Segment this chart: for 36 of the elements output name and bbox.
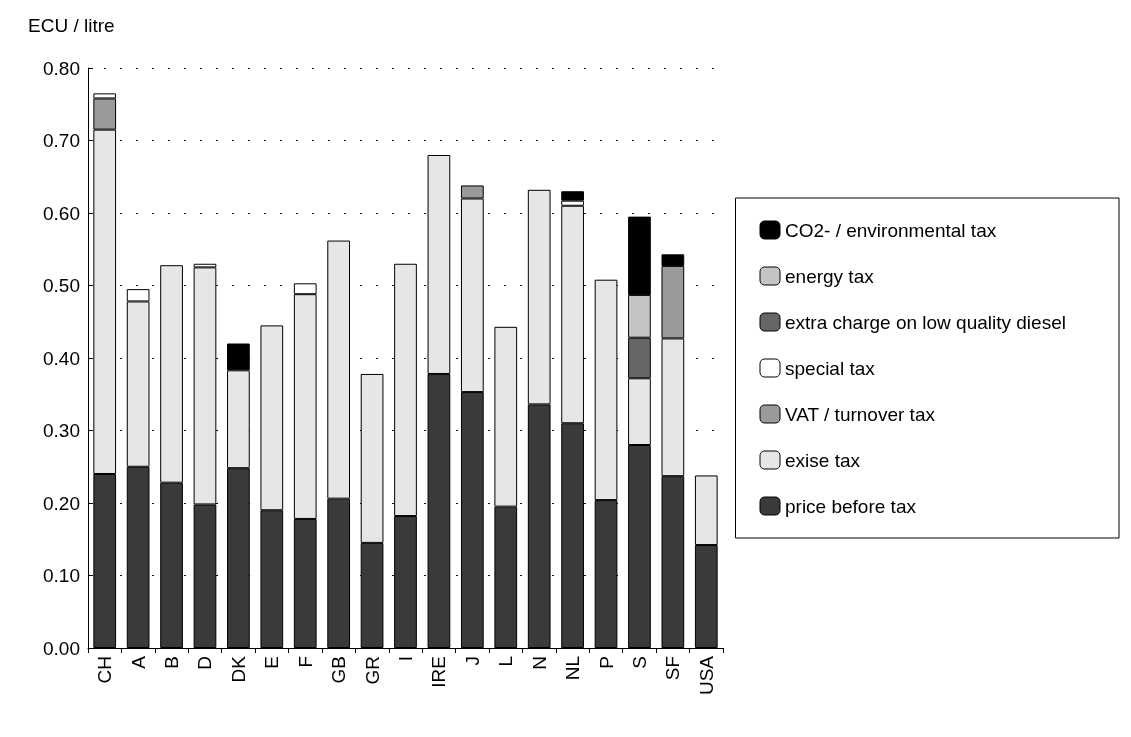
legend-label: VAT / turnover tax bbox=[785, 403, 936, 425]
legend-label: special tax bbox=[785, 357, 876, 379]
y-tick-label: 0.20 bbox=[43, 492, 80, 514]
y-tick-label: 0.30 bbox=[43, 420, 80, 441]
y-tick-label: 0.10 bbox=[43, 565, 80, 586]
x-tick-label: B bbox=[161, 656, 183, 669]
y-tick-label: 0.80 bbox=[43, 57, 80, 79]
legend-label: CO2- / environmental tax bbox=[785, 219, 997, 241]
x-tick-label: NL bbox=[562, 656, 584, 681]
y-tick-label: 0.00 bbox=[43, 637, 80, 659]
x-tick-label: SF bbox=[662, 656, 684, 681]
legend-label: price before tax bbox=[785, 495, 917, 517]
legend-label: exise tax bbox=[785, 449, 861, 471]
x-tick-label: S bbox=[628, 656, 650, 669]
x-tick-label: J bbox=[461, 656, 483, 666]
x-tick-label: E bbox=[261, 656, 283, 669]
x-tick-label: GB bbox=[328, 656, 350, 684]
x-tick-label: IRE bbox=[428, 656, 450, 688]
x-tick-label: I bbox=[395, 656, 416, 662]
x-tick-label: DK bbox=[227, 655, 249, 683]
x-tick-label: A bbox=[127, 655, 149, 669]
y-axis-title: ECU / litre bbox=[28, 15, 115, 36]
x-tick-label: P bbox=[595, 656, 617, 669]
legend-label: energy tax bbox=[785, 265, 875, 287]
x-tick-label: GR bbox=[361, 656, 383, 685]
y-tick-label: 0.70 bbox=[43, 130, 80, 151]
y-tick-label: 0.40 bbox=[43, 347, 80, 369]
y-tick-label: 0.50 bbox=[43, 275, 80, 296]
legend-label: extra charge on low quality diesel bbox=[785, 311, 1066, 333]
x-tick-label: USA bbox=[695, 655, 717, 696]
x-tick-label: L bbox=[495, 656, 517, 667]
x-tick-label: F bbox=[294, 656, 316, 668]
x-tick-label: D bbox=[194, 656, 216, 670]
x-tick-label: N bbox=[528, 656, 550, 670]
y-tick-label: 0.60 bbox=[43, 202, 80, 224]
x-tick-label: CH bbox=[94, 656, 116, 684]
